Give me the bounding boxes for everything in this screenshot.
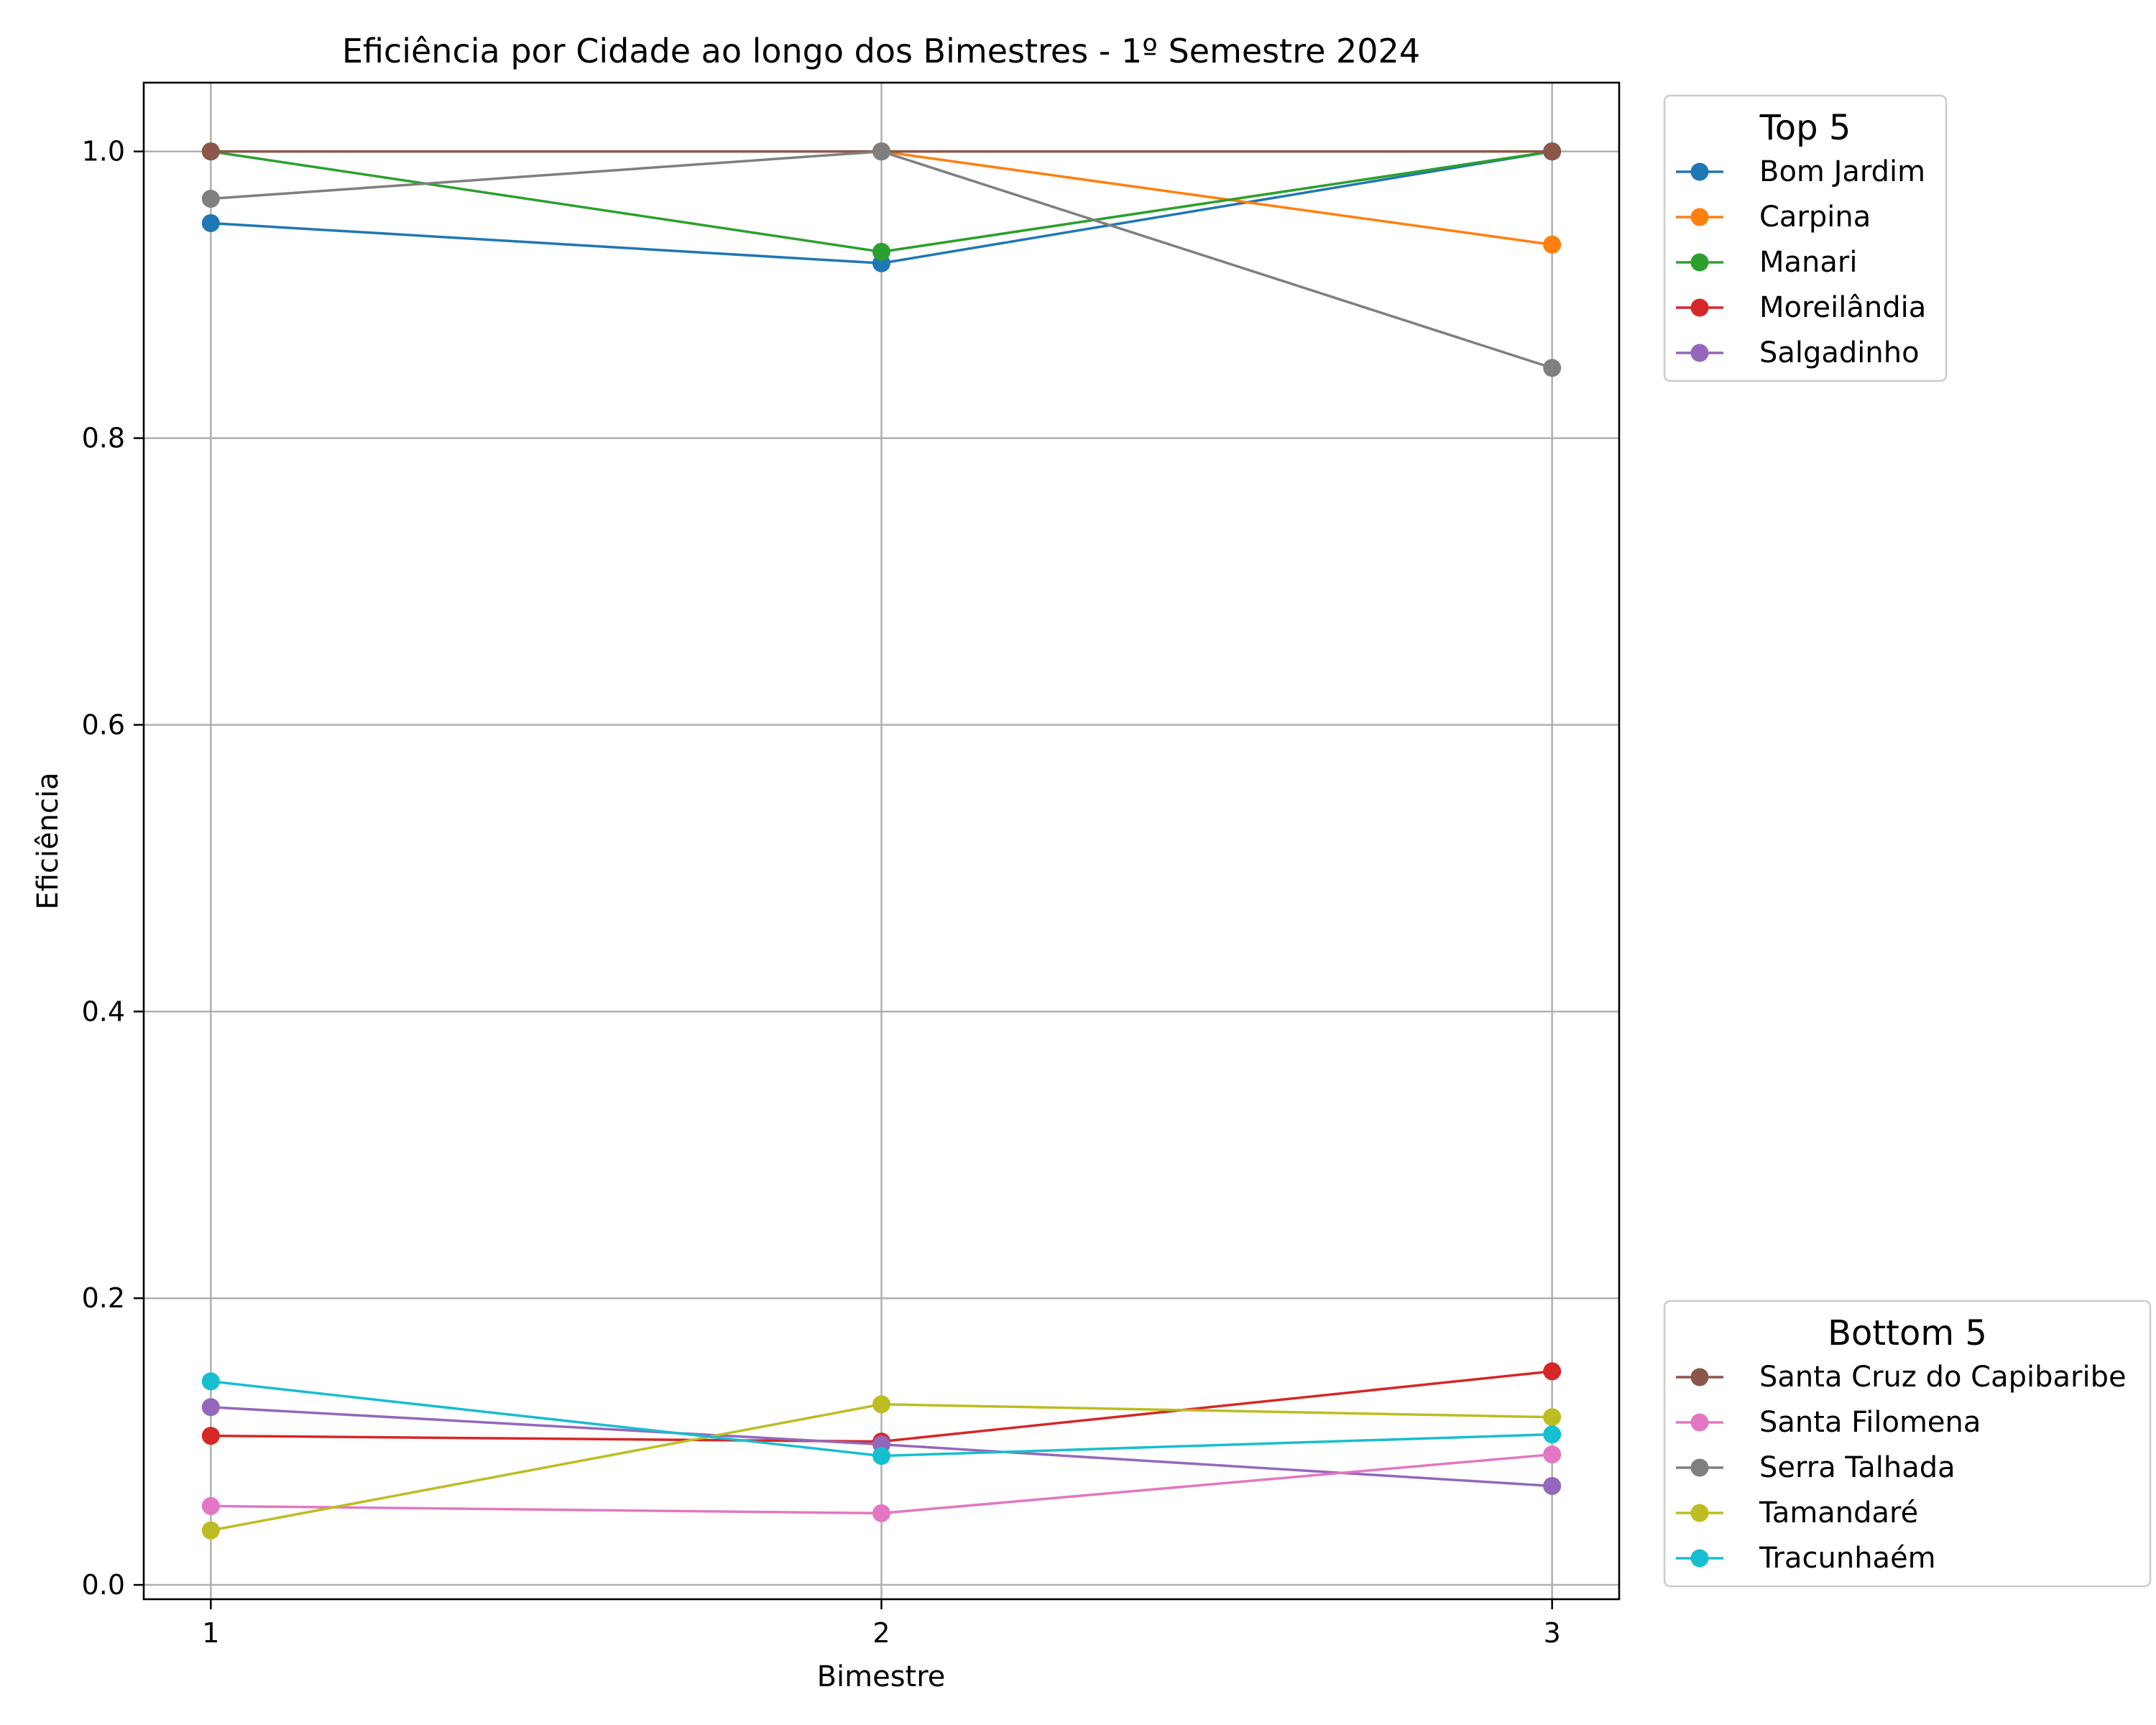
legend-1: Bottom 5 Santa Cruz do Capibaribe Santa Fi… [1663,1300,2152,1588]
legend-swatch-marker [1690,1458,1709,1477]
series-6 [201,1445,1562,1522]
legend-swatch-marker [1690,162,1709,181]
legend-swatch-marker [1690,208,1709,226]
legend-box [1663,94,1948,382]
data-point [201,1521,220,1540]
legend-label: Santa Cruz do Capibaribe [1759,1361,2127,1394]
x-tick-label: 1 [202,1617,219,1649]
x-tick-label: 3 [1544,1617,1561,1649]
chart-title: Eficiência por Cidade ao longo dos Bimes… [342,32,1420,70]
y-tick-label: 0.4 [82,995,125,1027]
legend-0: Top 5 Bom Jardim Carpina Manari Moreilândia S… [1663,94,1948,382]
y-axis-label: Eficiência [32,772,65,909]
data-point [1543,235,1562,254]
legend-swatch-marker [1690,1549,1709,1568]
data-point [201,1427,220,1445]
data-point [201,1372,220,1391]
legend-label: Manari [1759,246,1857,279]
legend-swatch-marker [1690,298,1709,317]
legend-label: Moreilândia [1759,291,1926,324]
data-point [872,142,890,161]
legend-label: Santa Filomena [1759,1406,1981,1439]
legend-label: Tracunhaém [1759,1542,1936,1575]
y-tick-label: 0.2 [82,1282,125,1314]
legend-label: Bom Jardim [1759,155,1925,188]
legend-box [1663,1300,2152,1588]
data-point [201,142,220,161]
legends: Top 5 Bom Jardim Carpina Manari Moreilândia S… [1663,94,2152,1588]
legend-swatch-marker [1690,1413,1709,1432]
grid [144,83,1619,1599]
legend-label: Tamandaré [1759,1496,1918,1530]
series-8 [201,1395,1562,1540]
data-point [201,213,220,232]
axis-ticks: 1 2 3 0.0 0.2 0.4 0.6 0.8 1.0 [82,136,1561,1649]
data-point [872,1395,890,1414]
y-tick-label: 0.0 [82,1569,125,1601]
legend-label: Carpina [1759,201,1871,234]
legend-label: Salgadinho [1759,336,1920,369]
data-point [1543,142,1562,161]
data-point [872,1447,890,1466]
legend-swatch-marker [1690,253,1709,272]
data-point [1543,1476,1562,1495]
legend-swatch-marker [1690,1368,1709,1386]
data-point [1543,1425,1562,1444]
data-point [1543,359,1562,377]
y-tick-label: 0.6 [82,709,125,740]
y-tick-label: 0.8 [82,423,125,454]
legend-swatch-marker [1690,344,1709,362]
y-tick-label: 1.0 [82,136,125,167]
legend-label: Serra Talhada [1759,1451,1955,1484]
data-point [201,1398,220,1417]
data-point [872,1504,890,1522]
data-point [1543,1408,1562,1427]
data-point [872,242,890,261]
x-tick-label: 2 [872,1617,890,1649]
data-point [201,190,220,208]
series-7 [201,142,1562,377]
data-point [1543,1445,1562,1464]
x-axis-label: Bimestre [817,1660,946,1693]
legend-swatch-marker [1690,1504,1709,1522]
legend-title: Bottom 5 [1828,1313,1987,1353]
legend-title: Top 5 [1759,108,1851,148]
series-9 [201,1372,1562,1466]
series-layer [201,142,1562,1540]
data-point [1543,1362,1562,1381]
data-point [201,1496,220,1515]
